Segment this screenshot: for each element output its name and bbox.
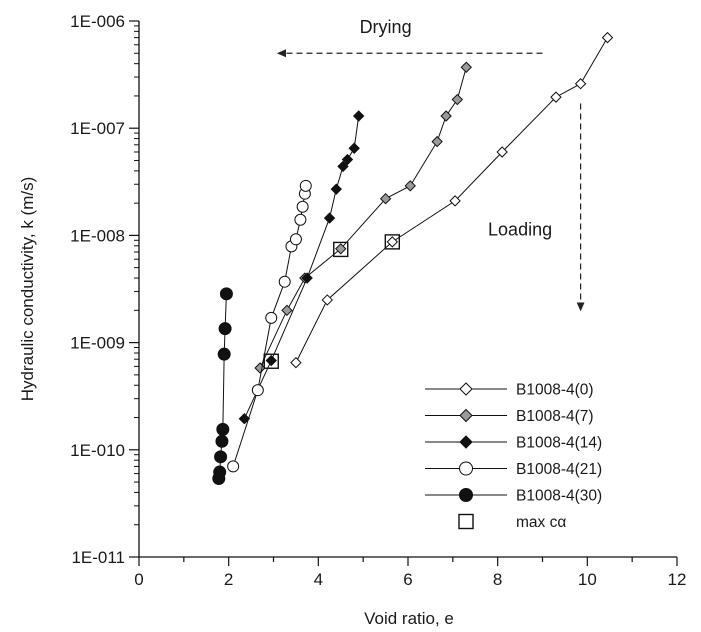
data-point [323, 212, 336, 224]
data-point [337, 160, 349, 173]
max-c-alpha-marker [333, 241, 349, 258]
data-point [379, 192, 392, 205]
data-point [451, 93, 464, 106]
legend-label: B1008-4(21) [516, 461, 602, 478]
data-point [601, 31, 614, 44]
legend-item: B1008-4(7) [425, 408, 594, 425]
series-B1008-4(0) [290, 31, 614, 369]
x-tick-label: 8 [493, 570, 502, 589]
x-tick-label: 6 [403, 570, 412, 589]
legend-marker [459, 382, 473, 396]
data-point [294, 213, 307, 226]
data-point [281, 304, 293, 317]
series-line [232, 185, 307, 467]
legend-label: B1008-4(0) [516, 382, 594, 399]
data-point [321, 294, 334, 306]
legend-marker [458, 513, 474, 530]
data-point [278, 275, 291, 288]
data-point [219, 287, 233, 301]
data-point [348, 142, 360, 154]
data-point [299, 179, 312, 192]
tick-labels: 0 2 4 6 8 10 12 1E-006 1E-007 1E-008 1E-009 1E-010 1… [70, 12, 686, 589]
legend-label: B1008-4(14) [516, 435, 602, 452]
drying-label: Drying [360, 17, 412, 37]
series-B1008-4(14) [238, 110, 365, 425]
legend-marker [459, 488, 473, 502]
data-point [215, 434, 229, 448]
data-point [330, 183, 342, 195]
ticks [129, 20, 678, 566]
legend-marker [459, 408, 473, 423]
data-point [217, 347, 231, 361]
x-tick-label: 0 [134, 570, 143, 589]
loading-label: Loading [488, 219, 552, 239]
data-point [265, 354, 277, 367]
data-point [550, 91, 562, 103]
data-point [214, 450, 228, 464]
series-B1008-4(7) [254, 61, 472, 374]
y-tick-label: 1E-011 [71, 548, 125, 567]
annotations: Drying Loading [276, 17, 585, 312]
data-point [449, 195, 461, 207]
series-line [295, 37, 608, 363]
x-tick-label: 10 [578, 570, 597, 589]
data-point [227, 460, 240, 473]
data-point [213, 465, 227, 479]
series-line [243, 115, 360, 419]
data-point [404, 180, 416, 192]
legend-item: B1008-4(21) [425, 461, 602, 478]
data-point [440, 110, 452, 122]
max-c-alpha-layer [263, 234, 401, 369]
data-point [238, 413, 251, 425]
data-point [265, 311, 278, 324]
data-point [296, 200, 309, 213]
y-tick-label: 1E-009 [70, 334, 125, 353]
data-point [254, 362, 266, 374]
x-tick-label: 12 [668, 570, 687, 589]
data-point [431, 135, 443, 148]
data-point [574, 78, 587, 90]
legend-marker [459, 435, 473, 449]
legend: B1008-4(0) B1008-4(7) B1008-4(14) B1008-4(2… [425, 382, 602, 531]
legend-item: B1008-4(14) [425, 435, 602, 452]
series-B1008-4(21) [227, 179, 312, 473]
legend-item: B1008-4(30) [425, 488, 602, 505]
data-point [341, 153, 354, 166]
y-tick-label: 1E-010 [70, 441, 125, 460]
legend-label: B1008-4(7) [516, 408, 594, 425]
legend-label: max cα [516, 514, 566, 531]
y-tick-label: 1E-008 [70, 226, 125, 245]
max-c-alpha-marker [384, 234, 401, 250]
series-B1008-4(30) [212, 287, 233, 485]
data-point [335, 243, 347, 255]
series-layer [212, 31, 614, 485]
x-tick-label: 4 [314, 570, 323, 589]
legend-label: B1008-4(30) [516, 488, 602, 505]
data-point [386, 236, 399, 248]
legend-item: B1008-4(0) [425, 382, 594, 399]
data-point [251, 384, 264, 397]
data-point [460, 61, 472, 73]
data-point [289, 233, 302, 246]
data-point [218, 322, 232, 336]
data-point [352, 110, 365, 122]
data-point [216, 422, 230, 436]
y-axis-title: Hydraulic conductivity, k (m/s) [18, 177, 37, 402]
data-point [290, 356, 302, 369]
legend-marker [459, 461, 473, 476]
x-axis-title: Void ratio, e [364, 609, 454, 628]
y-tick-label: 1E-007 [70, 119, 125, 138]
max-c-alpha-marker [263, 353, 279, 369]
y-tick-label: 1E-006 [70, 12, 125, 31]
data-point [301, 272, 313, 284]
legend-item: max cα [458, 513, 566, 531]
data-point [496, 146, 508, 158]
series-line [259, 67, 467, 369]
x-tick-label: 2 [224, 570, 233, 589]
